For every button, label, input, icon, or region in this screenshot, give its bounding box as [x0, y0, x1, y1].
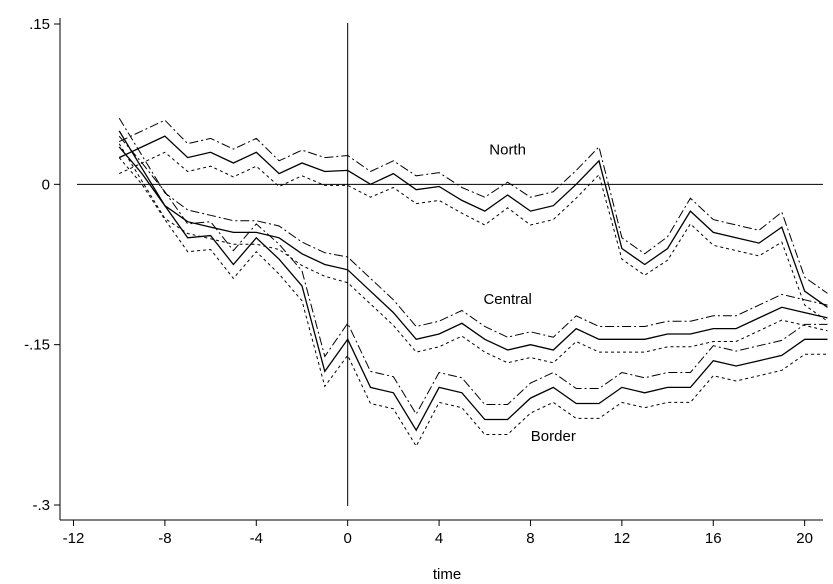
x-tick-label: 0	[344, 530, 352, 547]
north-upper-band	[118, 119, 828, 294]
y-tick-label: .15	[29, 16, 50, 33]
north-series-label: North	[489, 141, 526, 158]
series-labels: North Central Border	[483, 141, 575, 444]
axes	[59, 18, 823, 521]
x-tick-label: 8	[526, 530, 534, 547]
reference-lines	[77, 23, 823, 506]
x-tick-label: 20	[796, 530, 813, 547]
central-upper-band	[118, 117, 828, 338]
x-tick-label: -4	[250, 530, 263, 547]
border-lower-band	[118, 157, 828, 448]
x-axis-title: time	[433, 566, 461, 583]
border-upper-band	[118, 135, 828, 416]
central-series-label: Central	[483, 291, 531, 308]
series-lines	[118, 117, 828, 448]
x-tick-label: -8	[158, 530, 171, 547]
x-tick-label: 12	[614, 530, 631, 547]
north-lower-band	[118, 151, 828, 322]
y-tick-label: -.15	[24, 337, 50, 354]
y-tick-label: 0	[42, 176, 50, 193]
north-estimate-line	[118, 135, 828, 308]
y-tick-label: -.3	[32, 497, 50, 514]
y-ticks: .15 0 -.15 -.3	[24, 16, 60, 514]
x-ticks: -12 -8 -4 0 4 8 12 16 20	[63, 520, 813, 547]
central-estimate-line	[118, 130, 828, 351]
x-tick-label: 4	[435, 530, 443, 547]
border-series-label: Border	[531, 428, 576, 445]
x-tick-label: 16	[705, 530, 722, 547]
central-lower-band	[118, 143, 828, 364]
x-tick-label: -12	[63, 530, 85, 547]
border-estimate-line	[118, 146, 828, 432]
